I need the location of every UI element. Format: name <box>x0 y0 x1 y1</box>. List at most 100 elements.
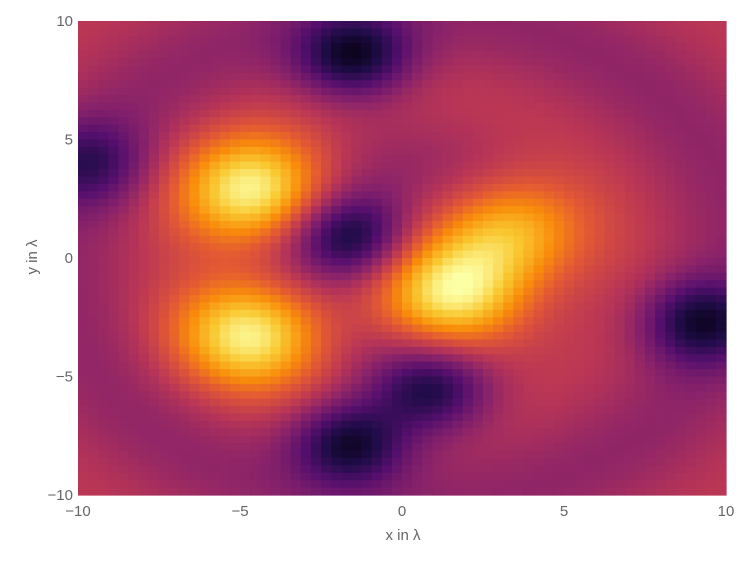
heatmap-cell <box>675 480 687 489</box>
heatmap-cell <box>503 176 514 185</box>
heatmap-cell <box>604 35 616 44</box>
heatmap-cell <box>159 243 170 252</box>
heatmap-cell <box>98 43 109 52</box>
heatmap-cell <box>705 428 717 437</box>
heatmap-cell <box>614 428 626 437</box>
heatmap-cell <box>138 213 150 222</box>
heatmap-cell <box>462 398 474 407</box>
heatmap-cell <box>503 228 514 237</box>
heatmap-cell <box>159 124 170 133</box>
heatmap-cell <box>341 220 352 229</box>
heatmap-cell <box>229 398 241 407</box>
heatmap-cell <box>78 413 89 422</box>
heatmap-cell <box>604 428 616 437</box>
heatmap-cell <box>584 346 595 355</box>
heatmap-cell <box>361 213 373 222</box>
heatmap-cell <box>493 87 504 96</box>
heatmap-cell <box>685 220 697 229</box>
heatmap-cell <box>645 324 656 333</box>
heatmap-cell <box>179 21 190 30</box>
heatmap-cell <box>250 176 261 185</box>
heatmap-cell <box>705 213 717 222</box>
heatmap-cell <box>351 21 363 30</box>
heatmap-cell <box>128 109 140 118</box>
heatmap-cell <box>624 43 636 52</box>
heatmap-cell <box>138 487 150 496</box>
heatmap-cell <box>432 487 444 496</box>
heatmap-cell <box>240 228 251 237</box>
heatmap-cell <box>98 280 109 289</box>
heatmap-cell <box>645 376 656 385</box>
heatmap-cell <box>432 354 444 363</box>
heatmap-cell <box>553 43 565 52</box>
heatmap-cell <box>169 72 180 81</box>
heatmap-cell <box>108 309 120 318</box>
heatmap-cell <box>118 317 130 326</box>
heatmap-cell <box>402 198 413 207</box>
heatmap-cell <box>321 50 332 59</box>
heatmap-cell <box>594 65 606 74</box>
heatmap-cell <box>189 472 201 481</box>
heatmap-cell <box>614 339 626 348</box>
heatmap-cell <box>321 132 332 141</box>
heatmap-cell <box>189 480 201 489</box>
heatmap-cell <box>290 309 302 318</box>
heatmap-cell <box>442 80 454 89</box>
heatmap-cell <box>300 87 312 96</box>
heatmap-cell <box>300 80 312 89</box>
heatmap-cell <box>574 132 585 141</box>
heatmap-cell <box>148 58 160 67</box>
heatmap-cell <box>351 406 363 415</box>
heatmap-cell <box>219 198 231 207</box>
heatmap-cell <box>361 383 373 392</box>
heatmap-area <box>78 21 727 496</box>
heatmap-cell <box>452 43 464 52</box>
heatmap-cell <box>341 435 352 444</box>
heatmap-cell <box>533 332 545 341</box>
heatmap-cell <box>219 280 231 289</box>
heatmap-cell <box>280 95 292 104</box>
heatmap-cell <box>310 183 322 192</box>
heatmap-cell <box>493 383 504 392</box>
heatmap-cell <box>655 435 666 444</box>
heatmap-cell <box>634 95 646 104</box>
heatmap-cell <box>462 361 474 370</box>
heatmap-cell <box>179 443 190 452</box>
heatmap-cell <box>452 50 464 59</box>
heatmap-cell <box>624 272 636 281</box>
heatmap-cell <box>543 80 555 89</box>
heatmap-cell <box>715 383 727 392</box>
heatmap-cell <box>351 161 363 170</box>
heatmap-cell <box>655 191 666 200</box>
heatmap-cell <box>574 72 585 81</box>
heatmap-cell <box>645 250 656 259</box>
heatmap-cell <box>543 28 555 37</box>
heatmap-cell <box>553 339 565 348</box>
heatmap-cell <box>543 169 555 178</box>
heatmap-cell <box>240 146 251 155</box>
heatmap-cell <box>108 58 120 67</box>
heatmap-cell <box>442 228 454 237</box>
heatmap-cell <box>240 28 251 37</box>
heatmap-cell <box>685 183 697 192</box>
heatmap-cell <box>412 28 423 37</box>
heatmap-cell <box>199 87 211 96</box>
heatmap-cell <box>108 435 120 444</box>
heatmap-cell <box>310 169 322 178</box>
heatmap-cell <box>209 243 221 252</box>
heatmap-cell <box>685 309 697 318</box>
heatmap-cell <box>685 228 697 237</box>
heatmap-cell <box>634 28 646 37</box>
heatmap-cell <box>240 258 251 267</box>
heatmap-cell <box>351 65 363 74</box>
heatmap-cell <box>624 146 636 155</box>
heatmap-cell <box>189 228 201 237</box>
heatmap-cell <box>533 146 545 155</box>
heatmap-cell <box>574 354 585 363</box>
heatmap-cell <box>422 206 433 215</box>
heatmap-cell <box>503 250 514 259</box>
heatmap-cell <box>553 420 565 429</box>
heatmap-cell <box>219 413 231 422</box>
heatmap-cell <box>523 361 535 370</box>
heatmap-cell <box>98 391 109 400</box>
